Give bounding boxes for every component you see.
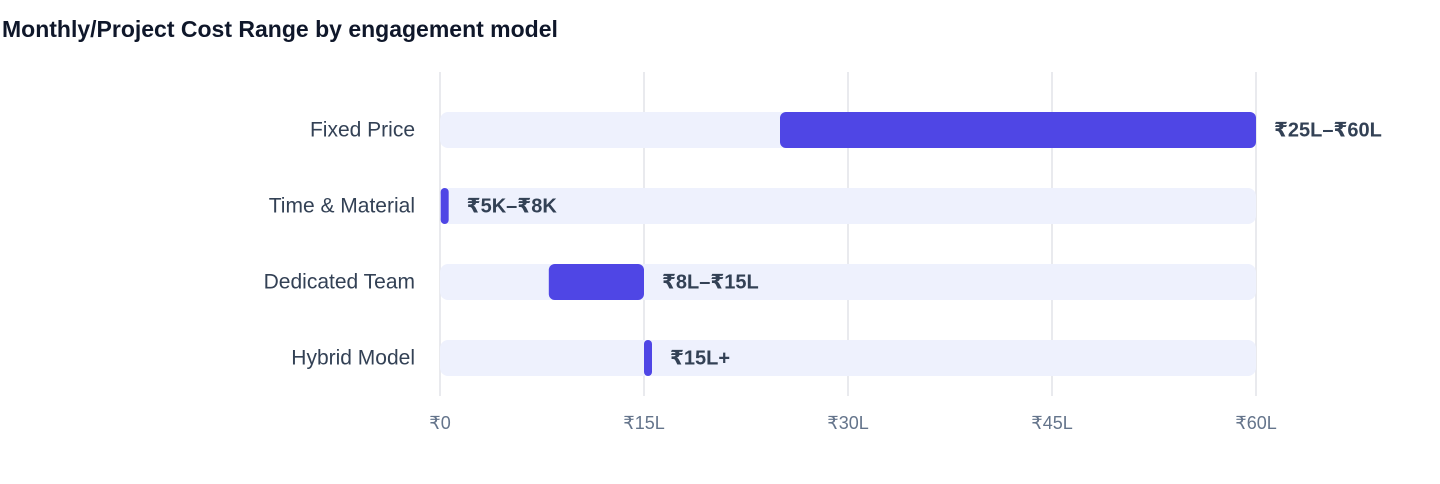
value-label: ₹5K–₹8K: [467, 195, 558, 217]
range-bar: [644, 340, 652, 376]
x-tick-label: ₹45L: [1031, 413, 1072, 433]
value-label: ₹25L–₹60L: [1274, 119, 1382, 141]
x-tick-label: ₹60L: [1235, 413, 1276, 433]
x-tick-label: ₹15L: [623, 413, 664, 433]
track: [440, 340, 1256, 376]
x-tick-label: ₹30L: [827, 413, 868, 433]
category-label: Hybrid Model: [291, 347, 415, 370]
chart-title: Monthly/Project Cost Range by engagement…: [2, 16, 558, 42]
value-label: ₹8L–₹15L: [662, 271, 759, 293]
value-label: ₹15L+: [670, 347, 730, 369]
range-bar: [548, 264, 644, 300]
range-bar: [440, 188, 449, 224]
track: [440, 188, 1256, 224]
category-label: Fixed Price: [310, 119, 415, 142]
x-tick-label: ₹0: [429, 413, 450, 433]
category-label: Time & Material: [269, 195, 415, 218]
range-bar: [780, 112, 1256, 148]
category-label: Dedicated Team: [264, 271, 415, 294]
